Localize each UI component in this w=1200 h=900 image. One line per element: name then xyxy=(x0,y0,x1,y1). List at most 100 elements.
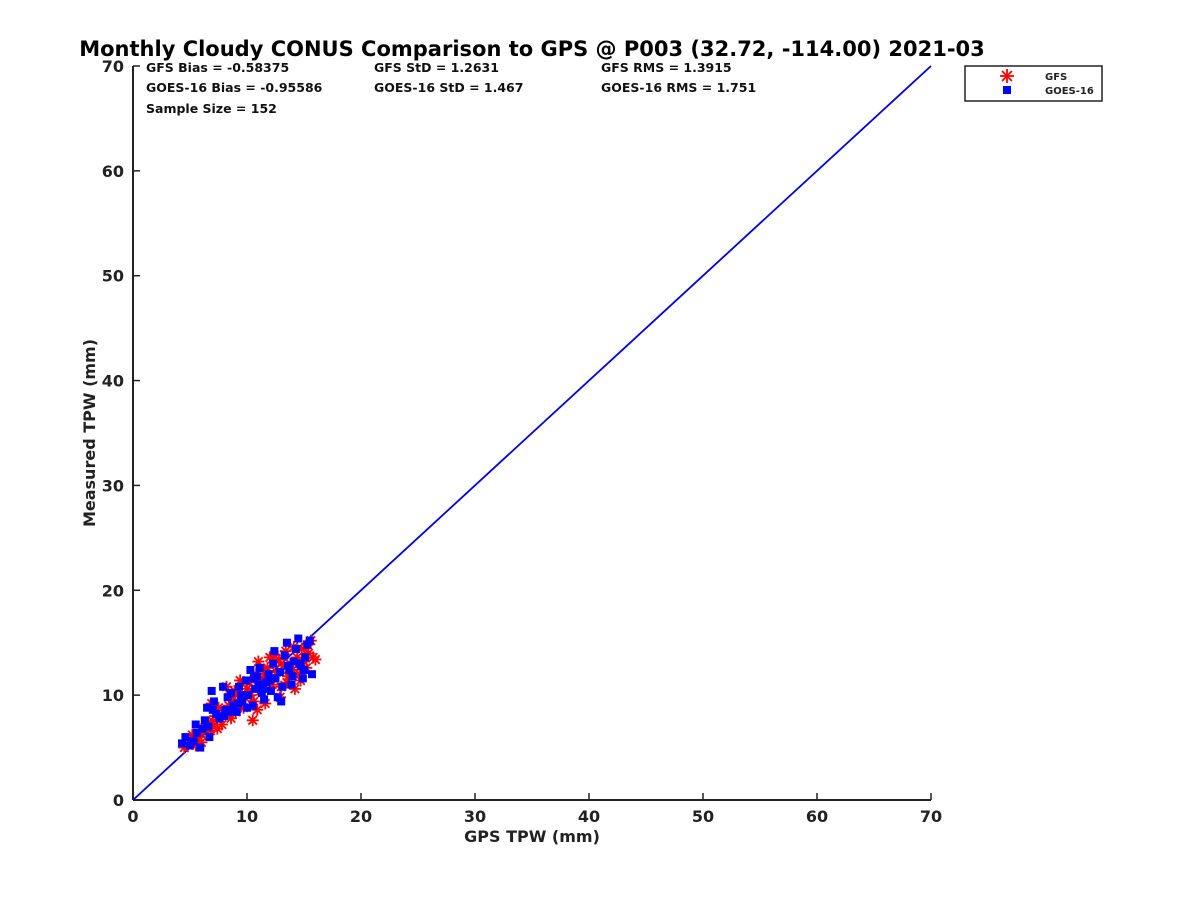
axes: 0 10 20 30 40 50 60 70 0 10 20 30 40 50 60 70 xyxy=(102,57,942,826)
goes16-points xyxy=(178,634,316,752)
goes16-point xyxy=(257,689,266,698)
gfs-point xyxy=(309,653,322,666)
goes16-point xyxy=(223,693,232,702)
gfs-point xyxy=(211,722,224,735)
goes16-point xyxy=(243,703,251,712)
y-tick-label: 70 xyxy=(102,57,124,76)
legend: GFS GOES-16 xyxy=(964,65,1103,102)
goes16-point xyxy=(276,668,285,677)
goes16-point xyxy=(227,689,236,698)
stats-text: GOES-16 Bias = -0.95586 xyxy=(146,80,323,95)
y-tick-label: 60 xyxy=(102,162,124,181)
x-tick-label: 40 xyxy=(578,807,600,826)
goes16-point xyxy=(181,733,190,742)
goes16-point xyxy=(207,686,216,695)
goes16-point xyxy=(289,657,298,666)
goes16-point xyxy=(271,674,280,683)
goes16-point xyxy=(232,707,241,716)
legend-gfs-label: GFS xyxy=(1045,72,1067,83)
x-axis-label: GPS TPW (mm) xyxy=(464,827,600,846)
goes16-point xyxy=(270,647,279,656)
gfs-point xyxy=(246,714,259,727)
x-tick-label: 60 xyxy=(806,807,828,826)
stats-text: GFS Bias = -0.58375 xyxy=(146,60,289,75)
goes16-point xyxy=(303,640,312,649)
goes16-point xyxy=(221,705,230,714)
y-tick-label: 20 xyxy=(102,581,124,600)
goes16-point xyxy=(254,680,263,689)
legend-goes16-label: GOES-16 xyxy=(1045,86,1094,97)
goes16-point xyxy=(282,638,291,647)
chart-title: Monthly Cloudy CONUS Comparison to GPS @… xyxy=(79,37,985,61)
stats-text: GFS RMS = 1.3915 xyxy=(601,60,732,75)
stats-text: GOES-16 RMS = 1.751 xyxy=(601,80,756,95)
legend-gfs-marker xyxy=(1000,69,1014,83)
legend-gfs-asterisk xyxy=(1000,69,1014,83)
x-tick-label: 50 xyxy=(692,807,714,826)
goes16-point xyxy=(260,695,269,704)
goes16-point xyxy=(219,682,228,691)
goes16-point xyxy=(244,691,253,700)
y-tick-label: 40 xyxy=(102,372,124,391)
goes16-point xyxy=(284,661,293,670)
goes16-point xyxy=(196,743,205,752)
goes16-point xyxy=(229,701,238,710)
goes16-point xyxy=(305,636,314,645)
stats-text: Sample Size = 152 xyxy=(146,101,277,116)
goes16-point xyxy=(200,716,209,725)
goes16-point xyxy=(238,697,247,706)
goes16-point xyxy=(265,676,274,685)
goes16-point xyxy=(307,670,316,679)
goes16-point xyxy=(233,699,242,708)
y-tick-label: 50 xyxy=(102,267,124,286)
goes16-point xyxy=(228,707,237,716)
goes16-point xyxy=(241,676,250,685)
goes16-point xyxy=(186,741,194,750)
goes16-point xyxy=(255,663,264,672)
goes16-point xyxy=(301,653,310,662)
x-tick-label: 20 xyxy=(350,807,372,826)
x-tick-label: 70 xyxy=(920,807,942,826)
stats-text: GFS StD = 1.2631 xyxy=(374,60,499,75)
goes16-point xyxy=(208,705,217,714)
goes16-point xyxy=(295,659,304,668)
goes16-point xyxy=(249,674,258,683)
goes16-point xyxy=(205,733,214,742)
goes16-point xyxy=(178,739,187,748)
goes16-point xyxy=(277,697,286,706)
goes16-point xyxy=(250,684,259,693)
goes16-point xyxy=(237,691,246,700)
y-tick-label: 10 xyxy=(102,686,124,705)
goes16-point xyxy=(264,670,273,679)
goes16-point xyxy=(235,682,244,691)
goes16-point xyxy=(300,665,308,674)
goes16-point xyxy=(192,728,201,737)
goes16-point xyxy=(269,659,278,668)
stats-block: GFS Bias = -0.58375 GFS StD = 1.2631 GFS R… xyxy=(146,60,756,116)
goes16-point xyxy=(220,712,229,721)
y-tick-label: 30 xyxy=(102,476,124,495)
x-tick-label: 0 xyxy=(127,807,138,826)
legend-goes16-marker xyxy=(1003,86,1011,94)
goes16-point xyxy=(258,684,267,693)
goes16-point xyxy=(189,737,198,746)
x-tick-label: 10 xyxy=(236,807,258,826)
x-tick-label: 30 xyxy=(464,807,486,826)
goes16-point xyxy=(198,724,207,733)
goes16-point xyxy=(248,701,257,710)
y-tick-label: 0 xyxy=(113,791,124,810)
goes16-point xyxy=(203,703,212,712)
goes16-point xyxy=(266,686,275,695)
goes16-point xyxy=(298,674,307,683)
goes16-point xyxy=(191,720,200,729)
goes16-point xyxy=(209,697,218,706)
stats-text: GOES-16 StD = 1.467 xyxy=(374,80,523,95)
goes16-point xyxy=(273,693,282,702)
goes16-point xyxy=(292,645,301,654)
goes16-point xyxy=(204,722,213,731)
goes16-point xyxy=(285,665,294,674)
goes16-point xyxy=(294,634,303,643)
legend-box xyxy=(964,65,1103,102)
goes16-point xyxy=(287,680,296,689)
